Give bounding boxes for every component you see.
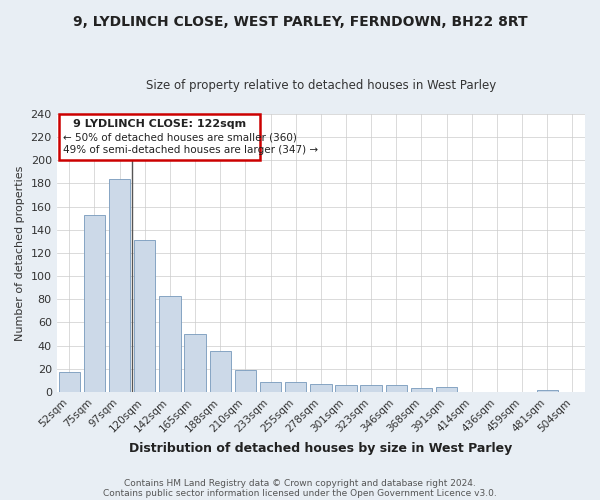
Y-axis label: Number of detached properties: Number of detached properties [15, 166, 25, 340]
Title: Size of property relative to detached houses in West Parley: Size of property relative to detached ho… [146, 79, 496, 92]
FancyBboxPatch shape [59, 114, 260, 160]
Bar [109, 179, 130, 392]
Bar [84, 215, 105, 392]
Bar [235, 370, 256, 392]
Bar [59, 372, 80, 392]
Bar [184, 334, 206, 392]
Text: 49% of semi-detached houses are larger (347) →: 49% of semi-detached houses are larger (… [63, 146, 318, 156]
Text: 9 LYDLINCH CLOSE: 122sqm: 9 LYDLINCH CLOSE: 122sqm [73, 118, 247, 128]
Bar [361, 385, 382, 392]
Bar [536, 390, 558, 392]
Bar [310, 384, 332, 392]
Text: Contains HM Land Registry data © Crown copyright and database right 2024.: Contains HM Land Registry data © Crown c… [124, 478, 476, 488]
Bar [260, 382, 281, 392]
Bar [209, 352, 231, 392]
Text: ← 50% of detached houses are smaller (360): ← 50% of detached houses are smaller (36… [63, 132, 297, 142]
Bar [335, 385, 356, 392]
Bar [285, 382, 307, 392]
Bar [436, 388, 457, 392]
Bar [134, 240, 155, 392]
Bar [159, 296, 181, 392]
Text: 9, LYDLINCH CLOSE, WEST PARLEY, FERNDOWN, BH22 8RT: 9, LYDLINCH CLOSE, WEST PARLEY, FERNDOWN… [73, 15, 527, 29]
Bar [411, 388, 432, 392]
X-axis label: Distribution of detached houses by size in West Parley: Distribution of detached houses by size … [129, 442, 512, 455]
Bar [386, 385, 407, 392]
Text: Contains public sector information licensed under the Open Government Licence v3: Contains public sector information licen… [103, 488, 497, 498]
